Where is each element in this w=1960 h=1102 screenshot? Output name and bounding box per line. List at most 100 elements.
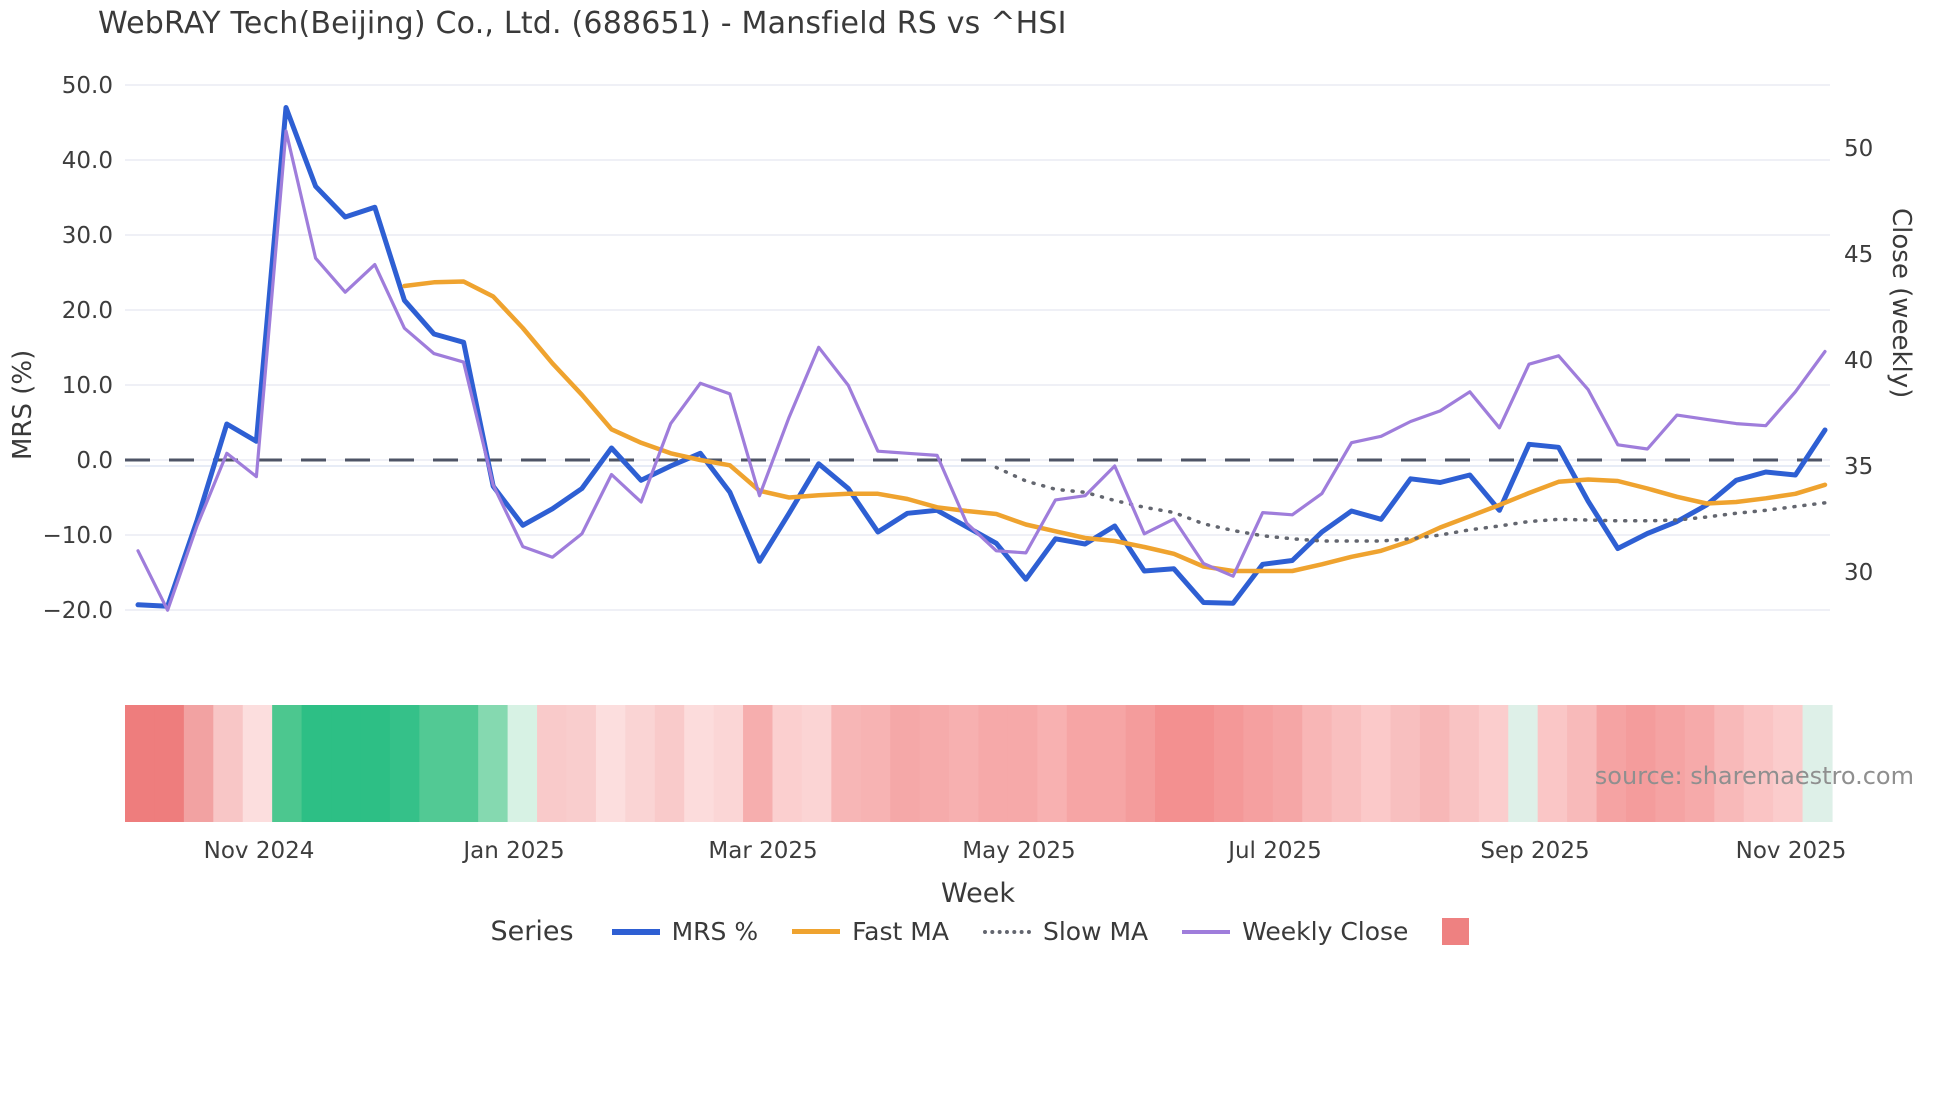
legend-item-label: Slow MA xyxy=(1042,917,1149,946)
heatmap-cell xyxy=(566,705,597,822)
heatmap-cell xyxy=(1743,705,1774,822)
heatmap-cell xyxy=(1655,705,1686,822)
heatmap-cell xyxy=(1478,705,1509,822)
heatmap-cell xyxy=(1331,705,1362,822)
heatmap-cell xyxy=(860,705,891,822)
heatmap-cell xyxy=(1449,705,1480,822)
heatmap-cell xyxy=(595,705,626,822)
legend-item-mrs-[interactable]: MRS % xyxy=(611,917,759,946)
heatmap-cell xyxy=(478,705,509,822)
y-left-tick-label: 50.0 xyxy=(62,73,113,99)
legend-swatch-line xyxy=(611,928,660,935)
heatmap-cell xyxy=(507,705,538,822)
legend-heatmap-swatch[interactable] xyxy=(1442,918,1470,945)
heatmap-cell xyxy=(713,705,744,822)
y-right-tick-label: 30 xyxy=(1844,560,1873,586)
legend-item-slow-ma[interactable]: Slow MA xyxy=(982,917,1149,946)
heatmap-cell xyxy=(1802,705,1833,822)
heatmap-cell xyxy=(1596,705,1627,822)
heatmap-cell xyxy=(684,705,715,822)
series-line-fast-ma xyxy=(402,279,1828,574)
y-right-tick-label: 40 xyxy=(1844,348,1873,374)
y-left-tick-label: −20.0 xyxy=(43,598,113,624)
heatmap-cell xyxy=(1625,705,1657,822)
series-line-slow-ma xyxy=(994,465,1827,543)
x-tick-label: Nov 2025 xyxy=(1736,838,1847,864)
heatmap-cell xyxy=(448,705,479,822)
heatmap-cell xyxy=(625,705,656,822)
heatmap-cell xyxy=(183,705,214,822)
heatmap-cell xyxy=(537,705,568,822)
heatmap-cell xyxy=(331,705,362,822)
y-right-tick-label: 45 xyxy=(1844,242,1873,268)
heatmap-cell xyxy=(1567,705,1598,822)
heatmap-cell xyxy=(654,705,685,822)
x-tick-label: Jan 2025 xyxy=(461,838,564,864)
heatmap-cell xyxy=(1007,705,1038,822)
heatmap-cell xyxy=(949,705,980,822)
heatmap-cell xyxy=(1390,705,1421,822)
heatmap-cell xyxy=(389,705,420,822)
heatmap-cell xyxy=(125,705,156,822)
heatmap-cell xyxy=(801,705,832,822)
heatmap-cell xyxy=(1419,705,1450,822)
legend-item-label: MRS % xyxy=(671,917,759,946)
heatmap-cell xyxy=(1361,705,1392,822)
heatmap-cell xyxy=(1213,705,1244,822)
heatmap-cell xyxy=(1714,705,1745,822)
heatmap-cell xyxy=(1155,705,1186,822)
legend-item-fast-ma[interactable]: Fast MA xyxy=(792,917,949,946)
legend-swatch-line xyxy=(792,929,841,934)
heatmap-cell xyxy=(360,705,391,822)
heatmap-cell xyxy=(890,705,921,822)
heatmap-cell xyxy=(743,705,774,822)
x-tick-label: Sep 2025 xyxy=(1480,838,1589,864)
chart-title: WebRAY Tech(Beijing) Co., Ltd. (688651) … xyxy=(98,6,1067,41)
heatmap-cell xyxy=(1508,705,1539,822)
heatmap-cell xyxy=(1037,705,1068,822)
legend-item-weekly-close[interactable]: Weekly Close xyxy=(1182,917,1408,946)
legend: Series MRS % Fast MA Slow MA Weekly Close xyxy=(0,916,1960,947)
y-right-tick-label: 35 xyxy=(1844,454,1873,480)
heatmap-cell xyxy=(1537,705,1568,822)
heatmap-cell xyxy=(272,705,303,822)
heatmap-cell xyxy=(301,705,332,822)
y-left-tick-label: 30.0 xyxy=(62,223,113,249)
x-tick-label: Mar 2025 xyxy=(708,838,817,864)
legend-series-title: Series xyxy=(490,916,574,947)
legend-item-label: Fast MA xyxy=(852,917,949,946)
heatmap-cell xyxy=(1272,705,1303,822)
y-right-tick-label: 50 xyxy=(1844,136,1873,162)
y-left-tick-label: 40.0 xyxy=(62,148,113,174)
heatmap-cell xyxy=(772,705,803,822)
heatmap-cell xyxy=(1125,705,1156,822)
x-axis-title: Week xyxy=(941,878,1015,909)
heatmap-cell xyxy=(978,705,1009,822)
y-left-tick-label: 0.0 xyxy=(76,448,113,474)
series-line-weekly-close xyxy=(136,129,1827,612)
y-axis-title-right: Close (weekly) xyxy=(1886,208,1916,399)
heatmap-cell xyxy=(1684,705,1715,822)
legend-swatch-dotted-line xyxy=(982,929,1031,934)
heatmap-cell xyxy=(213,705,244,822)
series-line-mrs- xyxy=(135,105,1828,609)
legend-swatch-line xyxy=(1182,929,1231,934)
legend-item-label: Weekly Close xyxy=(1242,917,1409,946)
y-left-tick-label: −10.0 xyxy=(43,523,113,549)
x-tick-label: Nov 2024 xyxy=(204,838,315,864)
heatmap-cell xyxy=(1302,705,1333,822)
x-tick-label: May 2025 xyxy=(962,838,1075,864)
x-tick-label: Jul 2025 xyxy=(1226,838,1322,864)
heatmap-cell xyxy=(1773,705,1804,822)
heatmap-cell xyxy=(919,705,950,822)
y-left-tick-label: 20.0 xyxy=(62,298,113,324)
heatmap-cell xyxy=(419,705,450,822)
y-left-tick-label: 10.0 xyxy=(62,373,113,399)
source-watermark: source: sharemaestro.com xyxy=(1594,762,1914,790)
heatmap-cell xyxy=(1184,705,1215,822)
heatmap-cell xyxy=(1066,705,1097,822)
heatmap-cell xyxy=(1096,705,1127,822)
heatmap-cell xyxy=(154,705,185,822)
